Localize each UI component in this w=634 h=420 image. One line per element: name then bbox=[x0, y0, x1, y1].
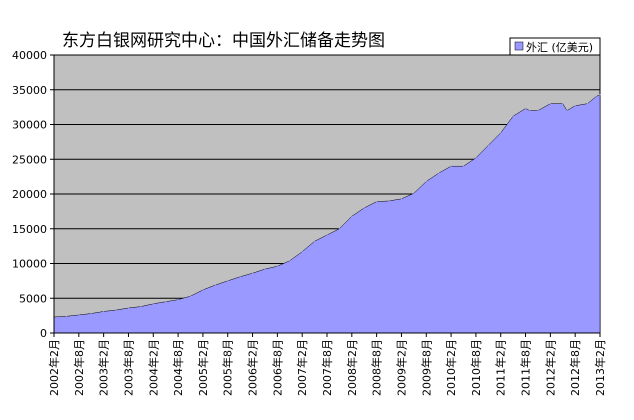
data-point bbox=[239, 276, 241, 278]
legend-label: 外汇 (亿美元) bbox=[526, 41, 593, 54]
data-point bbox=[127, 307, 130, 309]
data-point bbox=[425, 180, 427, 183]
x-tick-label: 2007年2月 bbox=[295, 339, 309, 396]
data-point bbox=[227, 280, 229, 282]
data-point bbox=[462, 165, 465, 167]
x-tick-label: 2010年8月 bbox=[469, 339, 483, 396]
x-tick-label: 2008年2月 bbox=[345, 339, 359, 396]
data-point bbox=[529, 110, 531, 112]
data-point bbox=[595, 96, 597, 98]
x-tick-label: 2009年8月 bbox=[419, 339, 433, 396]
data-point bbox=[65, 315, 68, 317]
x-tick-label: 2003年8月 bbox=[121, 339, 135, 396]
data-point bbox=[566, 110, 568, 112]
x-tick-label: 2011年2月 bbox=[494, 339, 508, 396]
data-point bbox=[165, 301, 167, 303]
x-tick-label: 2003年2月 bbox=[97, 339, 111, 396]
y-tick-label: 15000 bbox=[12, 223, 47, 236]
data-point bbox=[115, 309, 117, 311]
data-point bbox=[276, 265, 278, 267]
data-point bbox=[388, 200, 390, 202]
data-point bbox=[376, 201, 378, 203]
data-point bbox=[562, 103, 564, 105]
x-tick-label: 2007年8月 bbox=[320, 339, 334, 396]
data-point bbox=[574, 105, 576, 107]
data-point bbox=[326, 234, 328, 236]
legend: 外汇 (亿美元) bbox=[509, 37, 601, 56]
data-point bbox=[301, 251, 303, 253]
data-point bbox=[90, 312, 92, 315]
data-point bbox=[475, 157, 477, 159]
x-tick-label: 2012年8月 bbox=[568, 339, 582, 396]
x-tick-label: 2002年8月 bbox=[72, 339, 86, 396]
data-point bbox=[251, 272, 254, 274]
x-tick-label: 2004年8月 bbox=[171, 339, 185, 396]
x-tick-label: 2011年8月 bbox=[519, 339, 533, 396]
data-point bbox=[338, 228, 341, 230]
data-point bbox=[438, 172, 440, 174]
y-tick-label: 35000 bbox=[12, 84, 47, 97]
data-point bbox=[313, 240, 316, 242]
legend-box bbox=[509, 37, 601, 56]
data-point bbox=[413, 192, 415, 194]
data-point bbox=[599, 94, 601, 96]
y-tick-label: 10000 bbox=[12, 258, 47, 271]
data-point bbox=[103, 310, 105, 313]
data-point bbox=[524, 107, 527, 110]
data-point bbox=[500, 132, 502, 134]
legend-swatch bbox=[514, 41, 524, 51]
x-tick-label: 2010年2月 bbox=[444, 339, 458, 396]
x-tick-label: 2004年2月 bbox=[146, 339, 160, 396]
x-tick-labels: 2002年2月 2002年8月 2003年2月 2003年8月 2004年2月 2004年… bbox=[47, 333, 607, 396]
data-point bbox=[450, 165, 452, 167]
x-tick-label: 2009年2月 bbox=[394, 339, 408, 396]
data-point bbox=[363, 207, 365, 209]
x-tick-label: 2006年8月 bbox=[270, 339, 284, 396]
x-tick-label: 2012年2月 bbox=[543, 339, 557, 396]
data-point bbox=[202, 289, 204, 291]
data-point bbox=[177, 299, 179, 301]
x-tick-label: 2008年8月 bbox=[370, 339, 384, 396]
y-tick-label: 30000 bbox=[12, 119, 47, 132]
y-tick-labels: 0 5000 10000 15000 20000 25000 30000 35000 40000 bbox=[12, 49, 54, 340]
data-point bbox=[189, 295, 192, 297]
x-tick-label: 2005年2月 bbox=[196, 339, 210, 396]
data-point bbox=[537, 110, 539, 112]
x-tick-label: 2002年2月 bbox=[47, 339, 61, 396]
y-tick-label: 5000 bbox=[19, 292, 47, 305]
y-tick-label: 25000 bbox=[12, 153, 47, 166]
x-tick-label: 2006年2月 bbox=[246, 339, 260, 396]
data-point bbox=[400, 198, 403, 200]
data-point bbox=[140, 305, 142, 308]
data-point bbox=[289, 260, 291, 262]
data-point bbox=[512, 115, 514, 117]
x-tick-label: 2013年2月 bbox=[593, 339, 607, 396]
data-point bbox=[586, 103, 589, 105]
data-point bbox=[264, 268, 266, 270]
y-tick-label: 0 bbox=[40, 327, 47, 340]
x-tick-label: 2005年8月 bbox=[221, 339, 235, 396]
y-tick-label: 20000 bbox=[12, 188, 47, 201]
y-tick-label: 40000 bbox=[12, 49, 47, 62]
data-point bbox=[549, 103, 551, 105]
chart-title: 东方白银网研究中心：中国外汇储备走势图 bbox=[62, 31, 385, 51]
data-point bbox=[78, 314, 80, 316]
data-point bbox=[214, 284, 216, 286]
data-point bbox=[487, 144, 489, 146]
data-point bbox=[152, 303, 154, 305]
data-point bbox=[351, 215, 353, 217]
